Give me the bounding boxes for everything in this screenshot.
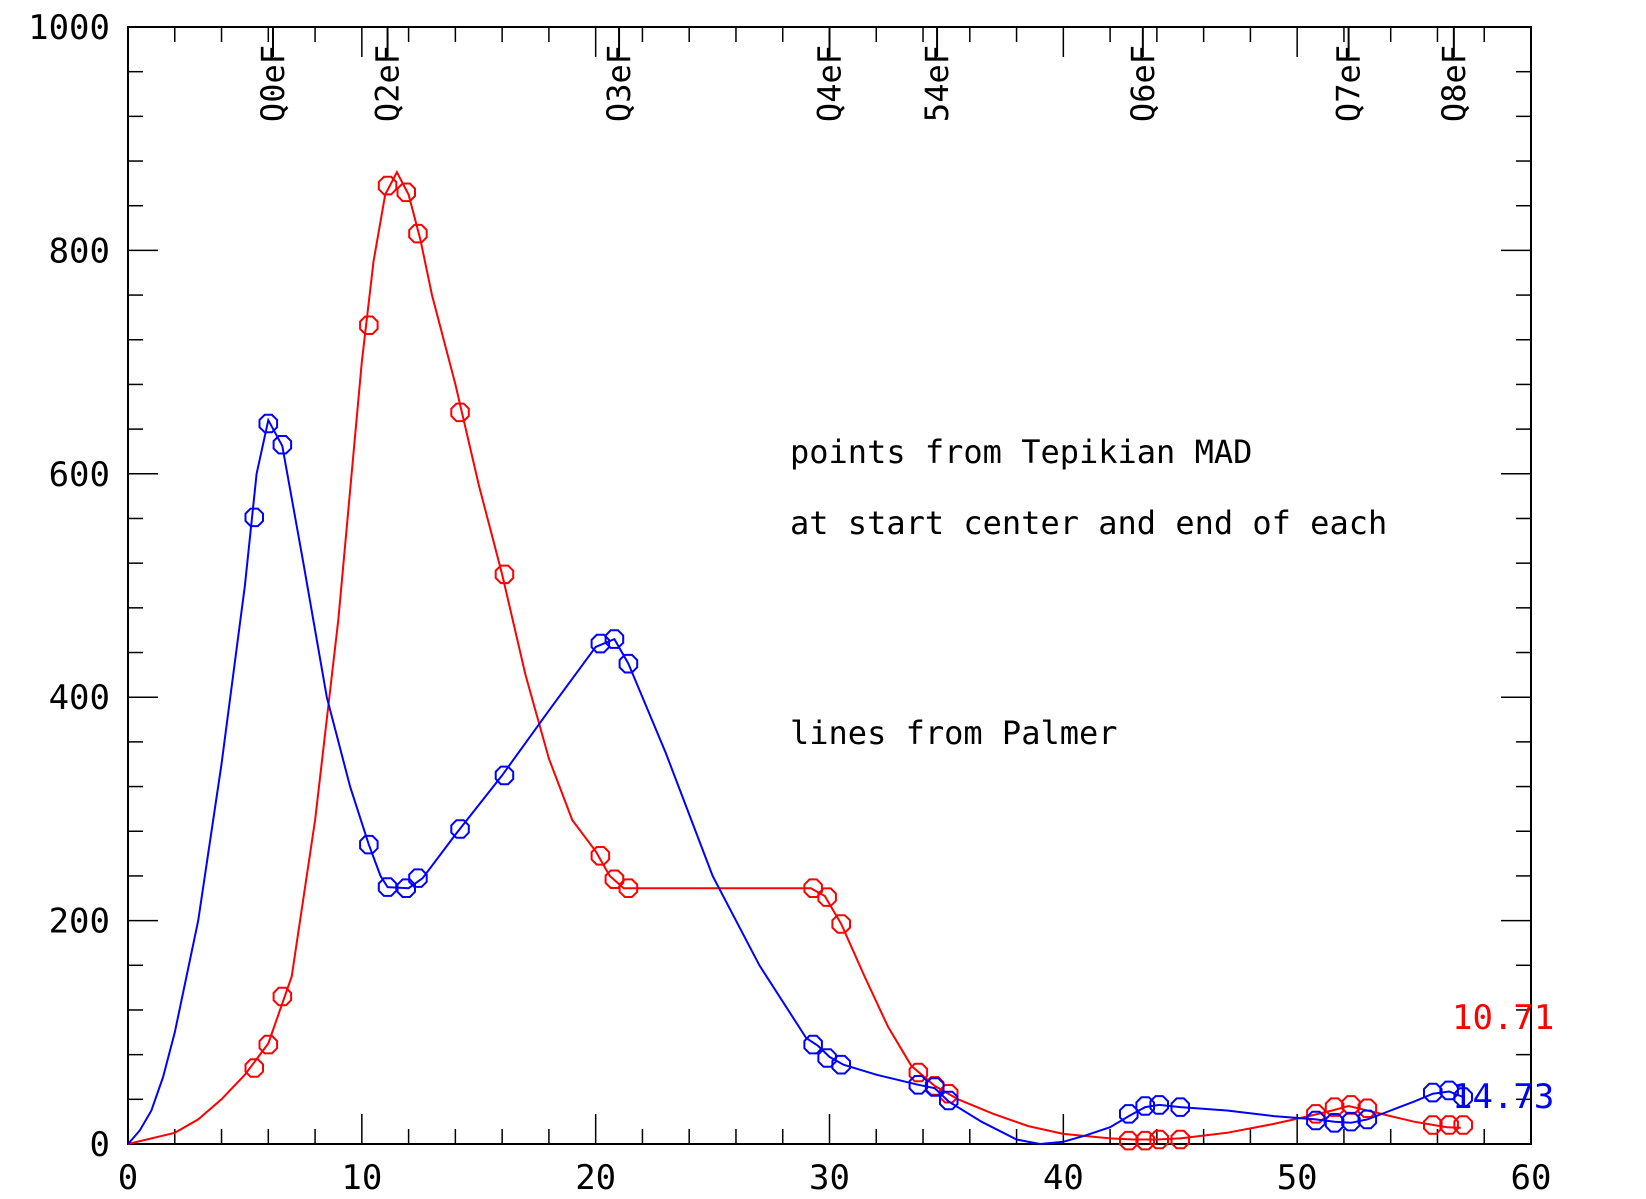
y-tick-label: 200 [49, 902, 110, 942]
x-tick-label: 50 [1277, 1158, 1318, 1198]
series-point-0 [272, 986, 293, 1007]
end-label-blue: 14.73 [1452, 1077, 1554, 1117]
series-point-1 [396, 878, 416, 898]
magnet-marker-label: Q0eF [254, 45, 292, 122]
series-point-0 [258, 1034, 279, 1055]
series-point-0 [494, 564, 515, 585]
series-point-1 [604, 629, 625, 649]
magnet-marker-label: Q8eF [1435, 45, 1473, 122]
series-point-0 [1357, 1098, 1378, 1118]
series-point-1 [377, 877, 398, 897]
y-tick-label: 800 [49, 231, 110, 271]
series-point-1 [258, 413, 279, 434]
y-tick-label: 400 [49, 678, 110, 718]
series-point-1 [590, 633, 611, 654]
series-point-0 [408, 223, 428, 244]
series-point-1 [1149, 1095, 1169, 1115]
series-point-1 [1170, 1097, 1190, 1117]
series-point-0 [359, 315, 379, 335]
y-tick-label: 600 [49, 455, 110, 495]
series-point-1 [244, 507, 264, 528]
annotation-line-2: at start center and end of each [790, 504, 1387, 542]
series-point-0 [1119, 1130, 1139, 1151]
x-tick-label: 40 [1043, 1158, 1084, 1198]
series-point-1 [359, 834, 379, 855]
series-point-0 [817, 887, 837, 907]
magnet-marker-label: Q3eF [600, 45, 638, 122]
series-point-0 [377, 175, 398, 196]
series-point-0 [1306, 1104, 1326, 1124]
plot-frame [127, 26, 1532, 1145]
series-point-0 [1170, 1129, 1190, 1150]
magnet-marker-label: Q2eF [369, 45, 407, 122]
series-point-1 [618, 653, 639, 674]
y-tick-label: 1000 [28, 8, 110, 48]
x-tick-label: 10 [341, 1158, 382, 1198]
series-point-1 [1306, 1110, 1326, 1131]
series-point-0 [244, 1058, 264, 1078]
x-tick-label: 0 [118, 1158, 138, 1198]
series-point-0 [1453, 1115, 1473, 1135]
x-tick-label: 60 [1511, 1158, 1552, 1198]
magnet-marker-label: Q7eF [1330, 45, 1368, 122]
series-point-1 [494, 765, 515, 786]
series-point-1 [1439, 1080, 1459, 1101]
x-tick-label: 30 [809, 1158, 850, 1198]
x-tick-label: 20 [575, 1158, 616, 1198]
series-point-0 [618, 878, 639, 898]
series-point-0 [831, 914, 851, 934]
series-point-1 [803, 1034, 823, 1055]
series-point-1 [1357, 1109, 1378, 1130]
series-point-1 [272, 435, 293, 455]
series-point-0 [1149, 1129, 1169, 1150]
annotation-line-3: lines from Palmer [790, 714, 1118, 752]
series-point-0 [803, 878, 823, 898]
series-point-0 [1423, 1115, 1443, 1135]
series-point-1 [450, 819, 470, 839]
series-point-1 [908, 1075, 929, 1095]
series-point-0 [604, 869, 625, 889]
series-point-1 [831, 1054, 851, 1075]
series-point-0 [1341, 1095, 1361, 1115]
y-tick-label: 0 [90, 1125, 110, 1165]
end-label-red: 10.71 [1452, 998, 1554, 1038]
series-point-1 [924, 1077, 945, 1097]
series-point-1 [939, 1090, 959, 1111]
series-point-0 [590, 846, 611, 866]
series-point-0 [396, 182, 416, 203]
series-point-0 [450, 402, 470, 423]
series-point-1 [817, 1048, 837, 1068]
series-line-0 [127, 170, 1461, 1145]
magnet-marker-label: Q4eF [811, 45, 849, 122]
axis-ticks [127, 26, 1532, 1145]
annotations: points from Tepikian MAD at start center… [790, 433, 1387, 752]
magnet-markers: Q0eF Q2eF Q3eF Q4eF 54eF Q6eF Q7eF Q8eF [254, 27, 1473, 122]
series-point-1 [1453, 1087, 1473, 1107]
end-labels: 10.71 14.73 [1452, 998, 1554, 1117]
annotation-line-1: points from Tepikian MAD [790, 433, 1252, 471]
magnet-marker-label: 54eF [918, 45, 956, 122]
series-point-1 [408, 868, 428, 888]
series-group [127, 170, 1473, 1151]
series-point-0 [908, 1062, 929, 1083]
magnet-marker-label: Q6eF [1124, 45, 1162, 122]
